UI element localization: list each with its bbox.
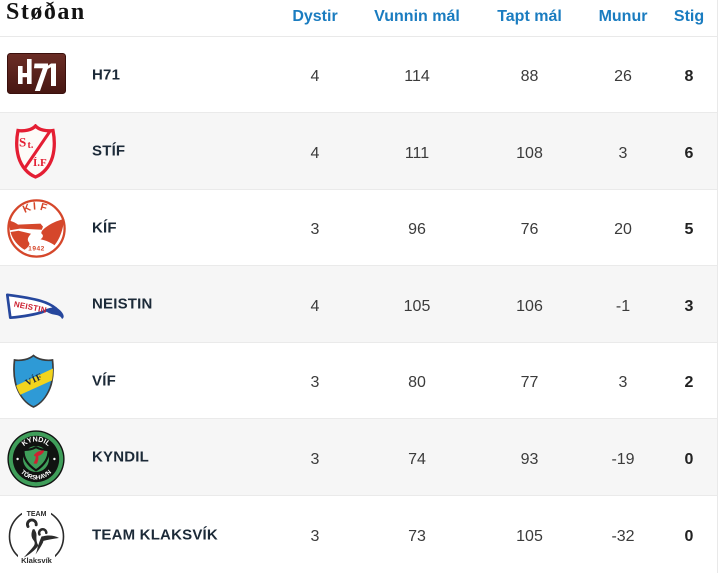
svg-text:Í: Í xyxy=(33,199,38,212)
svg-text:Í.F: Í.F xyxy=(33,157,47,169)
svg-text:t.: t. xyxy=(28,140,34,151)
svg-text:F: F xyxy=(39,201,49,214)
svg-text:S: S xyxy=(19,135,26,150)
svg-text:1942: 1942 xyxy=(28,245,45,252)
svg-text:TEAM: TEAM xyxy=(27,511,47,518)
svg-text:Klaksvík: Klaksvík xyxy=(21,556,53,565)
